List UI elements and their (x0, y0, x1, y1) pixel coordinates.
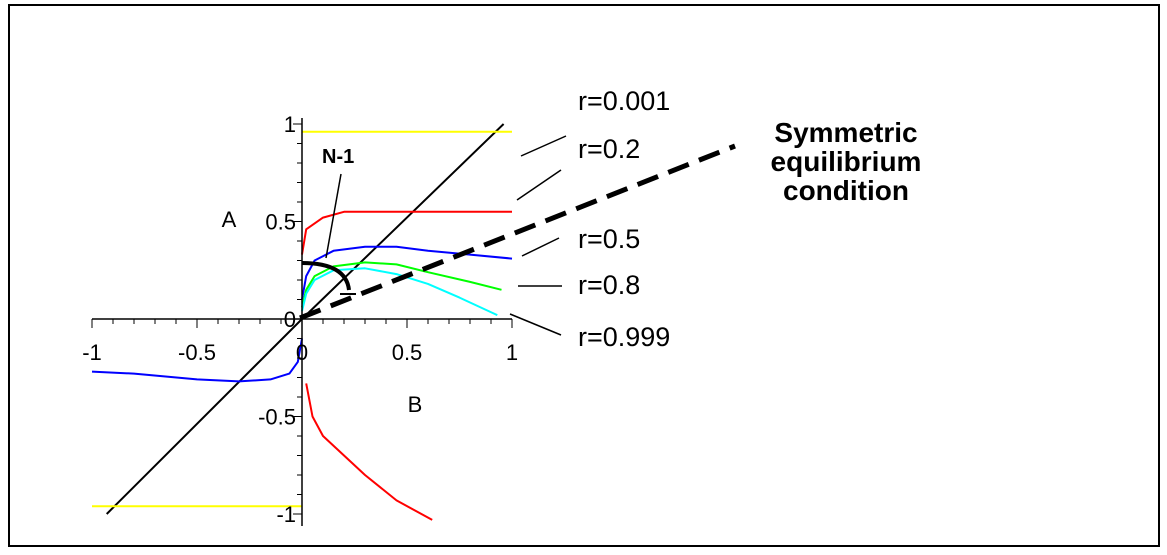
label-r0999: r=0.999 (578, 322, 670, 352)
y-tick-label: -1 (276, 502, 296, 527)
symmetric-label: Symmetric (774, 117, 917, 148)
series-line-r-0-5 (301, 245, 513, 300)
series-line-r-0-8 (301, 261, 502, 308)
x-tick-label: 0 (296, 340, 308, 365)
label-r02: r=0.2 (578, 134, 640, 164)
n-minus-1-leader (325, 173, 342, 259)
x-tick-label: 1 (506, 340, 518, 365)
label-r0999-leader (509, 313, 562, 336)
equilibrium-label: equilibrium (771, 146, 922, 177)
label-r08: r=0.8 (578, 270, 640, 300)
y-axis-label: A (222, 207, 237, 232)
x-tick-label: -0.5 (178, 340, 216, 365)
x-tick-label: -1 (82, 340, 102, 365)
x-axis-label: B (408, 392, 423, 417)
y-tick-label: -0.5 (258, 405, 296, 430)
series-line-r-0-5-left-branch (91, 338, 303, 383)
symmetric-equilibrium-line (299, 143, 736, 321)
label-r05: r=0.5 (578, 224, 640, 254)
y-tick-label: 1 (284, 112, 296, 137)
condition-label: condition (783, 175, 909, 206)
figure-frame (8, 4, 1160, 547)
series-line-r-0-999 (301, 267, 498, 317)
x-tick-label: 0.5 (392, 340, 423, 365)
y-tick-label: 0 (284, 307, 296, 332)
series-line-r-0-2-lower-branch (305, 383, 433, 521)
label-r02-leader (516, 169, 562, 201)
annotation-layer: N-1 Symmetric equilibrium condition r=0.… (299, 86, 922, 352)
n-minus-1-label: N-1 (322, 146, 354, 168)
series-line-r-0-2 (301, 210, 512, 255)
label-r05-leader (521, 237, 560, 257)
series-layer (91, 123, 513, 521)
label-r0001: r=0.001 (578, 86, 670, 116)
label-r0001-leader (520, 135, 567, 157)
n-minus-1-arc (301, 261, 351, 291)
y-tick-label: 0.5 (265, 210, 296, 235)
